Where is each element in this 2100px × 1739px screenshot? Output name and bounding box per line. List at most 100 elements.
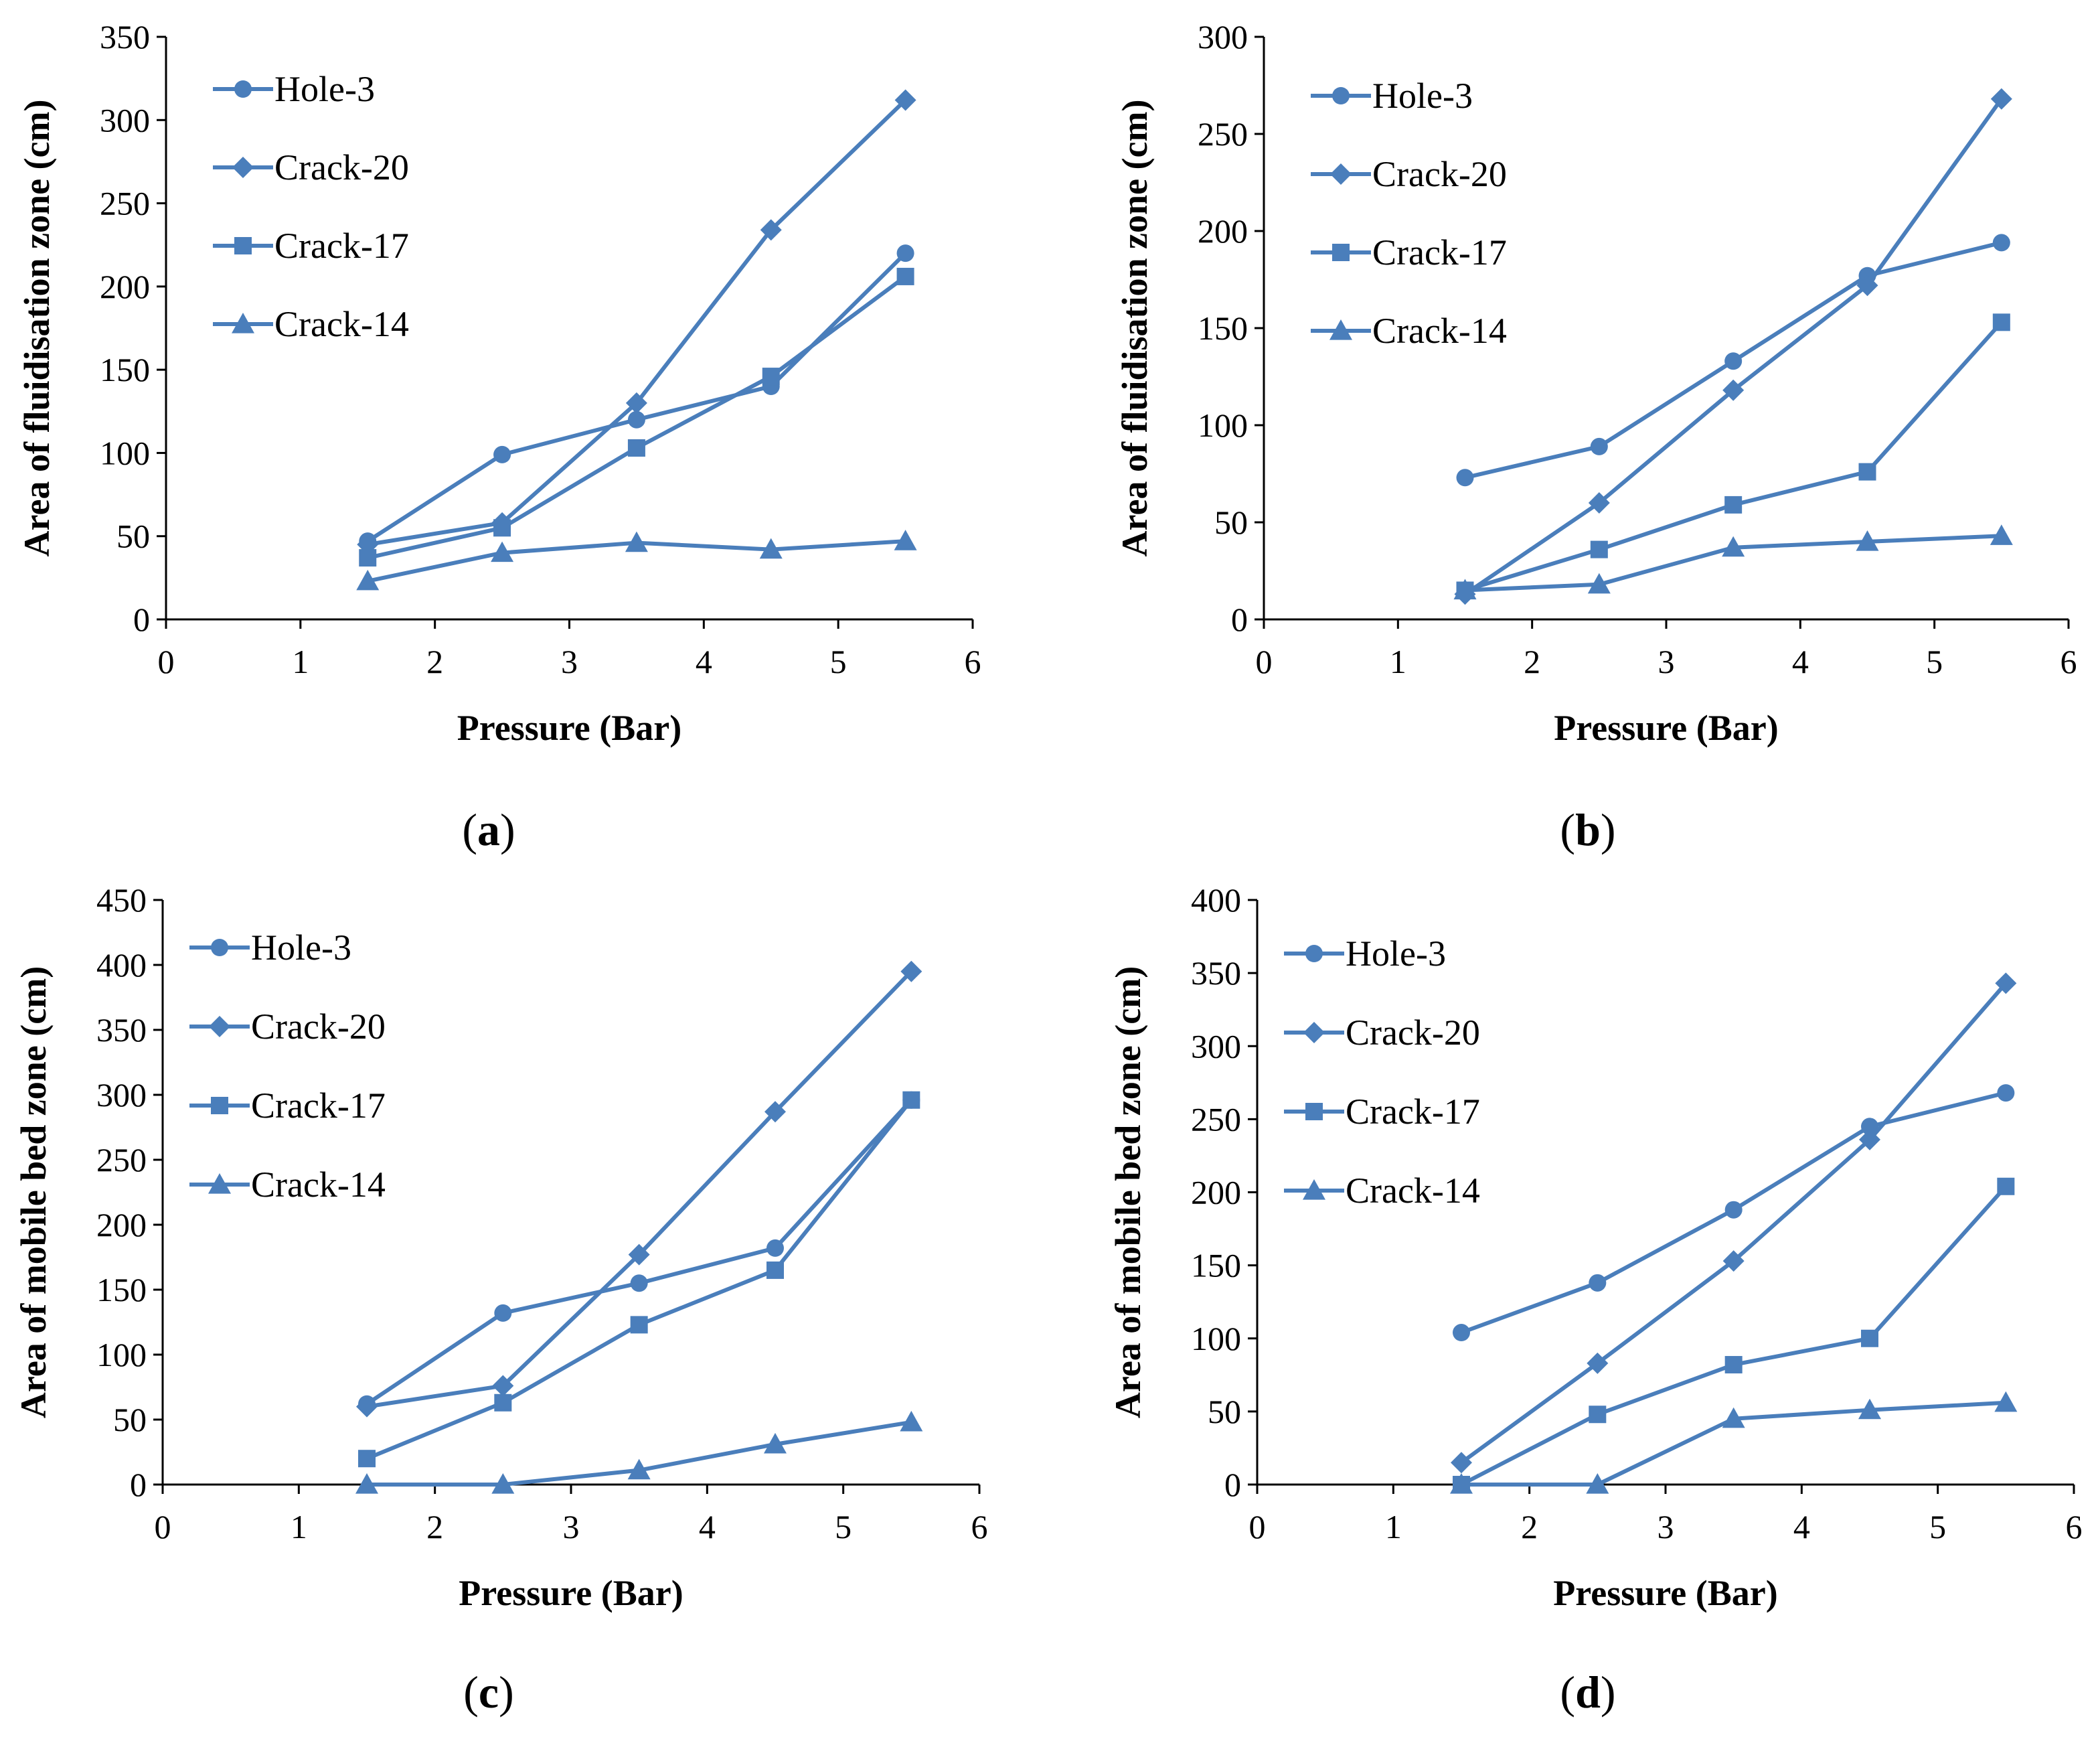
panel-c-y-tick-label: 400 xyxy=(96,946,147,984)
panel-a-legend-marker xyxy=(234,80,252,98)
panel-d-point-crack-14 xyxy=(1994,1391,2018,1412)
panel-a-point-crack-17 xyxy=(359,549,377,567)
panel-d-x-tick-label: 1 xyxy=(1385,1508,1402,1545)
panel-b-x-tick-label: 2 xyxy=(1524,643,1540,680)
panel-d-series-hole-3 xyxy=(1453,1084,2015,1342)
panel-c-point-crack-14 xyxy=(491,1473,515,1494)
panel-d-x-tick-label: 4 xyxy=(1793,1508,1810,1545)
panel-c-x-tick-label: 2 xyxy=(426,1508,443,1545)
panel-c-x-tick-label: 4 xyxy=(699,1508,716,1545)
panel-b-y-tick-label: 300 xyxy=(1198,18,1248,56)
panel-c-legend-marker xyxy=(209,1016,230,1037)
panel-c-y-tick-label: 350 xyxy=(96,1011,147,1049)
panel-c-y-tick-label: 200 xyxy=(96,1206,147,1243)
panel-c-point-hole-3 xyxy=(494,1304,512,1322)
panel-b-series-crack-14 xyxy=(1453,524,2013,600)
panel-c-point-crack-20 xyxy=(900,960,922,982)
panel-d-x-tick-label: 5 xyxy=(1929,1508,1946,1545)
panel-c-point-crack-20 xyxy=(356,1395,378,1418)
panel-c-series-crack-20 xyxy=(356,960,922,1418)
panel-b-legend-item: Crack-17 xyxy=(1311,232,1507,273)
panel-a-caption: (a) xyxy=(462,804,515,855)
panel-a-legend-item: Crack-14 xyxy=(213,304,409,344)
panel-a-point-crack-14 xyxy=(356,569,380,591)
panel-b-caption-letter: b xyxy=(1575,804,1601,855)
panel-b-legend-marker xyxy=(1329,319,1352,340)
panel-b-series-crack-17 xyxy=(1456,313,2010,599)
panel-b-point-crack-20 xyxy=(1722,379,1745,401)
panel-b-legend-marker xyxy=(1332,87,1350,104)
panel-b-legend-label: Crack-14 xyxy=(1372,311,1507,351)
panel-a-x-axis-title: Pressure (Bar) xyxy=(457,708,681,748)
panel-c-legend-item: Crack-17 xyxy=(189,1085,386,1126)
panel-b-legend-label: Crack-20 xyxy=(1372,154,1507,194)
panel-c-x-axis-title: Pressure (Bar) xyxy=(459,1573,683,1613)
panel-d-series-crack-20 xyxy=(1451,972,2017,1474)
panel-d-x-tick-label: 2 xyxy=(1521,1508,1538,1545)
panel-b-x-tick-label: 3 xyxy=(1658,643,1675,680)
panel-c-legend-label: Hole-3 xyxy=(251,927,351,968)
panel-b-legend-item: Hole-3 xyxy=(1311,76,1473,116)
panel-b-caption: (b) xyxy=(1560,804,1615,855)
panel-d-legend: Hole-3 Crack-20 Crack-17 Crack-14 xyxy=(1284,933,1480,1211)
panel-c-legend-label: Crack-17 xyxy=(251,1085,386,1126)
panel-a-point-hole-3 xyxy=(493,445,511,463)
panel-d-point-crack-17 xyxy=(1589,1406,1607,1424)
panel-d-legend-marker xyxy=(1303,1022,1325,1043)
panel-d-point-crack-17 xyxy=(1861,1329,1878,1347)
panel-d-point-crack-20 xyxy=(1995,972,2017,994)
panel-a-y-tick-label: 300 xyxy=(100,101,150,139)
panel-a-point-crack-17 xyxy=(896,267,914,285)
panel-d-y-tick-label: 50 xyxy=(1208,1393,1241,1430)
panel-c-series-crack-14 xyxy=(355,1410,923,1494)
panel-c-point-crack-17 xyxy=(630,1316,648,1334)
panel-c-x-tick-label: 3 xyxy=(563,1508,580,1545)
panel-a-point-crack-20 xyxy=(760,219,782,241)
panel-c-x-tick-label: 5 xyxy=(835,1508,852,1545)
panel-d-point-crack-14 xyxy=(1722,1407,1745,1428)
chart-panel-c: 0 50 100 150 200 250 300 350 400 450 0 1 2 3 4 5 6 Pressu… xyxy=(13,881,988,1718)
panel-a-y-tick-label: 100 xyxy=(100,434,150,471)
panel-a-y-tick-label: 250 xyxy=(100,185,150,222)
panel-a-legend-marker xyxy=(232,157,254,178)
panel-a-y-axis-title: Area of fluidisation zone (cm) xyxy=(17,100,57,557)
panel-b-legend-label: Crack-17 xyxy=(1372,232,1507,273)
panel-d-legend-item: Crack-20 xyxy=(1284,1012,1480,1053)
panel-a-x-tick-label: 3 xyxy=(561,643,578,680)
panel-c-point-crack-17 xyxy=(766,1261,784,1279)
panel-d-point-hole-3 xyxy=(1453,1324,1470,1342)
panel-b-point-crack-14 xyxy=(1722,536,1745,557)
panel-c-plot: 0 50 100 150 200 250 300 350 400 450 0 1 2 3 4 5 6 Pressu… xyxy=(13,881,988,1613)
panel-d-point-crack-20 xyxy=(1722,1250,1745,1272)
panel-a-x-tick-label: 6 xyxy=(965,643,981,680)
panel-a-line-crack-20 xyxy=(367,98,907,547)
panel-d-x-tick-label: 0 xyxy=(1249,1508,1266,1545)
panel-c-point-crack-17 xyxy=(358,1450,376,1468)
panel-b-point-crack-20 xyxy=(1990,88,2012,110)
panel-d-point-crack-20 xyxy=(1451,1452,1472,1474)
panel-b-y-axis-title: Area of fluidisation zone (cm) xyxy=(1115,100,1155,557)
panel-a-legend-marker xyxy=(234,237,252,254)
panel-b-y-tick-label: 250 xyxy=(1198,115,1248,153)
panel-d-point-hole-3 xyxy=(1724,1201,1743,1219)
panel-b-y-tick-label: 150 xyxy=(1198,309,1248,347)
panel-a-point-crack-17 xyxy=(762,368,780,386)
panel-b-point-crack-17 xyxy=(1992,313,2010,331)
panel-a-legend-label: Crack-17 xyxy=(274,226,409,266)
panel-c-legend-marker xyxy=(211,1097,228,1114)
panel-a-legend-item: Hole-3 xyxy=(213,69,375,109)
panel-c-y-tick-label: 0 xyxy=(130,1466,147,1503)
panel-b-point-crack-17 xyxy=(1590,540,1608,558)
panel-d-legend-item: Crack-17 xyxy=(1284,1091,1480,1132)
panel-c-legend: Hole-3 Crack-20 Crack-17 Crack-14 xyxy=(189,927,386,1205)
panel-d-legend-marker xyxy=(1303,1179,1325,1200)
panel-c-point-crack-14 xyxy=(900,1410,923,1432)
panel-c-legend-label: Crack-20 xyxy=(251,1006,386,1047)
panel-b-legend-item: Crack-20 xyxy=(1311,154,1507,194)
panel-b-point-crack-14 xyxy=(1990,524,2013,545)
panel-c-point-crack-14 xyxy=(627,1458,651,1480)
panel-b-point-crack-17 xyxy=(1724,496,1743,514)
panel-d-x-tick-label: 3 xyxy=(1658,1508,1674,1545)
panel-c-point-crack-17 xyxy=(494,1393,512,1412)
panel-c-point-crack-20 xyxy=(628,1243,650,1266)
